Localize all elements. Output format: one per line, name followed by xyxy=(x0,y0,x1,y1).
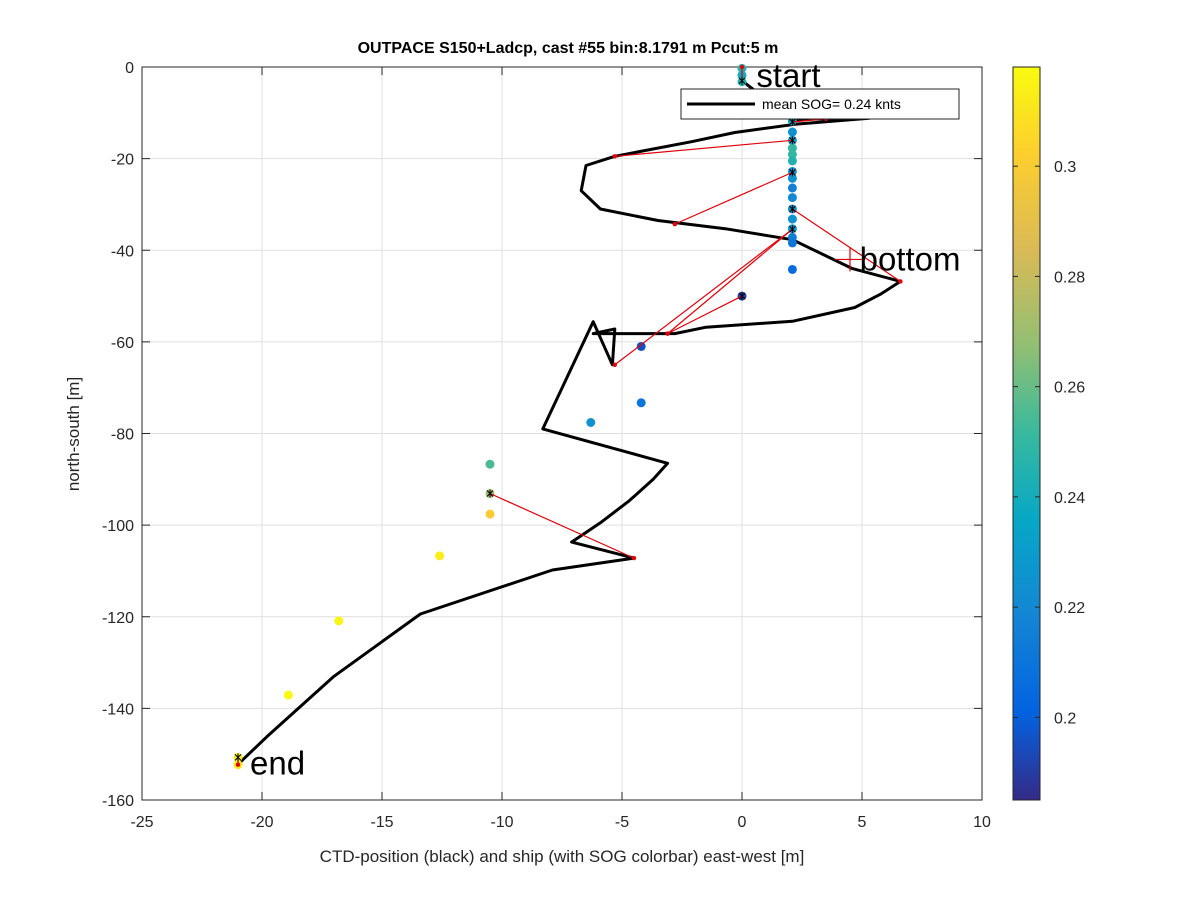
annotations: start bottom end xyxy=(250,57,960,781)
ship-position-point xyxy=(787,193,797,203)
ship-ctd-connector xyxy=(674,171,793,225)
ship-position-point xyxy=(787,143,797,153)
y-axis-label: north-south [m] xyxy=(64,377,83,491)
y-tick-label: -120 xyxy=(102,610,134,627)
ctd-track-line xyxy=(236,67,902,766)
connector-end-marker xyxy=(665,331,670,336)
x-tick-label: 10 xyxy=(973,814,991,831)
y-tick-label: -140 xyxy=(102,701,134,718)
annotation-start: start xyxy=(756,57,820,94)
x-tick-label: -25 xyxy=(130,814,153,831)
ship-position-point xyxy=(636,398,646,408)
connector-end-marker xyxy=(631,555,637,561)
colorbar-gradient xyxy=(1012,66,1041,801)
colorbar: 0.2 0.22 0.24 0.26 0.28 0.3 xyxy=(1012,66,1085,801)
connector-end-marker xyxy=(739,64,745,70)
x-tick-label: -20 xyxy=(250,814,273,831)
colorbar-tick-label: 0.2 xyxy=(1054,710,1076,727)
ship-position-point xyxy=(586,418,596,428)
black-star-marker xyxy=(789,225,796,234)
annotation-end: end xyxy=(250,744,305,781)
colorbar-tick-label: 0.3 xyxy=(1054,159,1076,176)
colorbar-tick-label: 0.22 xyxy=(1054,600,1085,617)
ship-position-point xyxy=(636,341,646,351)
black-star-marker xyxy=(234,753,242,762)
y-tick-label: 0 xyxy=(125,60,134,77)
connector-end-marker xyxy=(235,762,241,767)
legend[interactable]: mean SOG= 0.24 knts xyxy=(680,88,960,120)
annotation-bottom: bottom xyxy=(860,240,961,277)
ship-position-point xyxy=(485,509,495,519)
ship-position-point xyxy=(787,156,797,166)
black-star-marker xyxy=(738,292,746,301)
ship-ctd-connector xyxy=(667,295,743,335)
colorbar-tick-label: 0.26 xyxy=(1054,380,1085,397)
chart-title: OUTPACE S150+Ladcp, cast #55 bin:8.1791 … xyxy=(358,40,779,57)
x-tick-label: -10 xyxy=(490,814,513,831)
ship-ctd-connector xyxy=(792,208,901,282)
connector-end-marker xyxy=(612,362,617,367)
ship-position-point xyxy=(787,183,797,193)
ship-position-point xyxy=(787,264,797,274)
ship-position-point xyxy=(787,150,797,160)
ship-ctd-connector xyxy=(614,228,793,366)
y-tick-label: -100 xyxy=(102,518,134,535)
ship-position-point xyxy=(787,173,797,183)
black-star-marker xyxy=(486,489,494,498)
colorbar-tick-label: 0.28 xyxy=(1054,269,1085,286)
ship-position-point xyxy=(787,238,797,248)
ship-position-point xyxy=(435,551,445,561)
x-axis-label: CTD-position (black) and ship (with SOG … xyxy=(320,847,805,866)
ship-ctd-connector xyxy=(614,139,793,157)
ship-position-point xyxy=(787,127,797,137)
black-star-marker xyxy=(789,205,796,214)
colorbar-tick-label: 0.24 xyxy=(1054,490,1085,507)
black-star-marker xyxy=(789,136,796,145)
x-tick-label: -5 xyxy=(615,814,629,831)
x-tick-label: -15 xyxy=(370,814,393,831)
plot-data xyxy=(233,63,903,770)
ship-position-point xyxy=(334,616,344,626)
x-tick-label: 5 xyxy=(858,814,867,831)
connector-end-marker xyxy=(612,154,617,159)
y-tick-label: -160 xyxy=(102,793,134,810)
connector-end-marker xyxy=(898,279,903,284)
connector-end-marker xyxy=(672,221,677,227)
y-tick-label: -40 xyxy=(111,243,134,260)
ship-position-point xyxy=(485,459,495,469)
y-tick-label: -20 xyxy=(111,152,134,169)
colorbar-ticks: 0.2 0.22 0.24 0.26 0.28 0.3 xyxy=(1013,159,1085,727)
y-tick-label: -80 xyxy=(111,427,134,444)
ship-position-point xyxy=(283,690,293,700)
ship-position-point xyxy=(787,214,797,224)
black-star-marker xyxy=(789,168,796,177)
ship-ctd-connector xyxy=(489,492,635,559)
axis-ticks: -25 -20 -15 -10 -5 0 5 10 -160 -140 -120 -100 -80 -60… xyxy=(102,60,991,831)
x-tick-label: 0 xyxy=(738,814,747,831)
legend-entry: mean SOG= 0.24 knts xyxy=(762,96,901,112)
y-tick-label: -60 xyxy=(111,335,134,352)
black-star-marker xyxy=(738,76,746,85)
ship-ctd-connector xyxy=(667,228,793,335)
